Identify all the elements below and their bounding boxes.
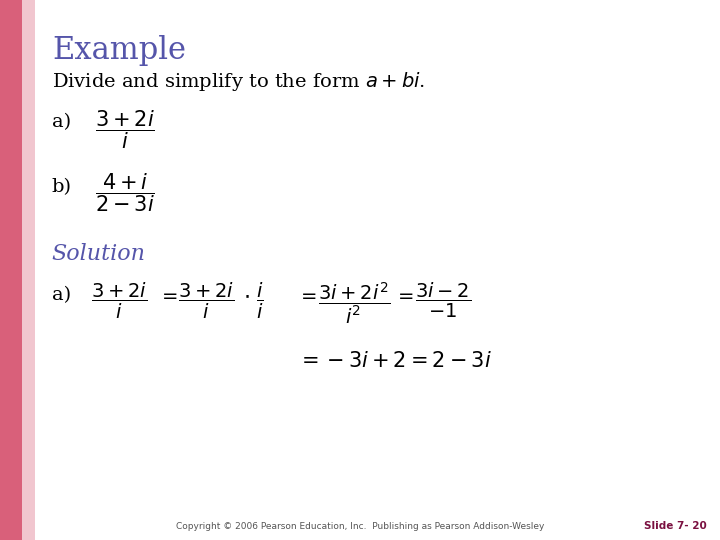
Text: $\cdot$: $\cdot$ (243, 285, 249, 307)
Text: Slide 7- 20: Slide 7- 20 (644, 521, 707, 531)
Text: $\dfrac{3i+2i^2}{i^2}$: $\dfrac{3i+2i^2}{i^2}$ (318, 281, 390, 326)
Text: $= -3i + 2 = 2 - 3i$: $= -3i + 2 = 2 - 3i$ (297, 351, 491, 371)
Text: Solution: Solution (52, 243, 146, 265)
Text: b): b) (52, 178, 72, 196)
Text: Divide and simplify to the form $a + bi$.: Divide and simplify to the form $a + bi$… (52, 70, 425, 93)
Text: $\dfrac{4+i}{2-3i}$: $\dfrac{4+i}{2-3i}$ (95, 172, 155, 214)
Text: $\dfrac{3i-2}{-1}$: $\dfrac{3i-2}{-1}$ (415, 281, 472, 320)
Text: $\dfrac{3+2i}{i}$: $\dfrac{3+2i}{i}$ (91, 281, 148, 321)
Bar (0, 0, 22, 540)
Text: $=$: $=$ (297, 286, 317, 304)
Text: $=$: $=$ (394, 286, 414, 304)
Text: $\dfrac{i}{i}$: $\dfrac{i}{i}$ (256, 281, 263, 321)
Text: a): a) (52, 286, 71, 304)
Text: $\dfrac{3+2i}{i}$: $\dfrac{3+2i}{i}$ (95, 108, 155, 151)
Text: $\dfrac{3+2i}{i}$: $\dfrac{3+2i}{i}$ (178, 281, 234, 321)
Text: a): a) (52, 113, 71, 131)
Text: Example: Example (52, 35, 186, 66)
Text: Copyright © 2006 Pearson Education, Inc.  Publishing as Pearson Addison-Wesley: Copyright © 2006 Pearson Education, Inc.… (176, 522, 544, 531)
Bar (22, 0, 35, 540)
Text: $=$: $=$ (158, 286, 178, 304)
